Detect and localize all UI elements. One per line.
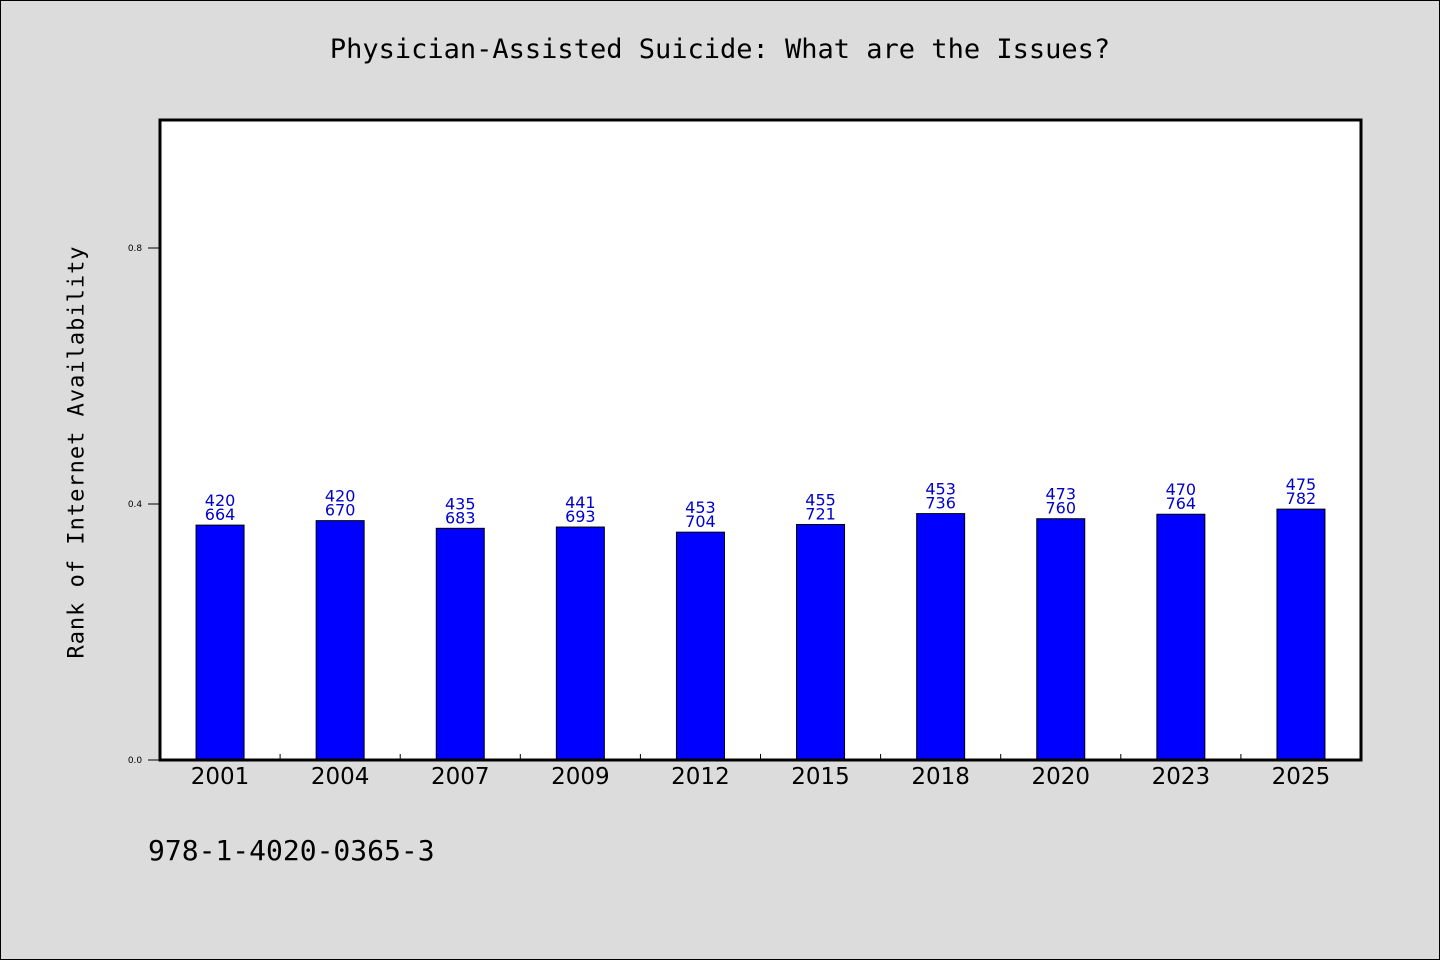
data-label-bottom: 693 [565,507,596,526]
bar [675,531,725,761]
data-label-bottom: 764 [1166,494,1197,513]
x-tick-label: 2009 [551,764,610,790]
x-tick-label: 2007 [431,764,490,790]
data-label-top: 420 [325,487,356,506]
y-tick-label: 0.8 [128,244,143,254]
data-label-top: 453 [685,498,716,517]
bar [435,527,485,761]
data-label-top: 453 [925,480,956,499]
data-label-top: 455 [805,490,836,509]
chart-title: Physician-Assisted Suicide: What are the… [329,34,1111,65]
data-label-bottom: 664 [205,505,236,524]
x-tick-label: 2025 [1272,764,1331,790]
data-label-top: 475 [1286,475,1317,494]
data-label-bottom: 721 [805,504,836,523]
bar [916,513,966,761]
y-tick-label: 0.0 [128,756,143,766]
data-label-bottom: 760 [1045,499,1076,518]
bar [195,524,245,761]
plot-border [158,118,1363,762]
x-tick-label: 2015 [791,764,850,790]
bar [1276,508,1326,761]
data-label-top: 441 [565,493,596,512]
bar [1036,518,1086,761]
x-tick-label: 2020 [1031,764,1090,790]
bar [555,526,605,761]
data-label-bottom: 683 [445,508,476,527]
y-tick-label: 0.4 [128,500,143,510]
isbn-footnote: 978-1-4020-0365-3 [148,834,435,867]
data-label-top: 435 [445,494,476,513]
bar [1156,513,1206,761]
x-tick-label: 2023 [1152,764,1211,790]
data-label-bottom: 782 [1286,489,1317,508]
data-label-top: 473 [1045,485,1076,504]
x-tick-label: 2018 [911,764,970,790]
bar [315,520,365,761]
data-label-top: 420 [205,491,236,510]
data-label-bottom: 736 [925,494,956,513]
x-tick-label: 2012 [671,764,730,790]
x-tick-label: 2001 [191,764,250,790]
data-label-bottom: 670 [325,501,356,520]
data-label-bottom: 704 [685,512,716,531]
x-tick-label: 2004 [311,764,370,790]
data-label-top: 470 [1166,480,1197,499]
bar [796,523,846,761]
